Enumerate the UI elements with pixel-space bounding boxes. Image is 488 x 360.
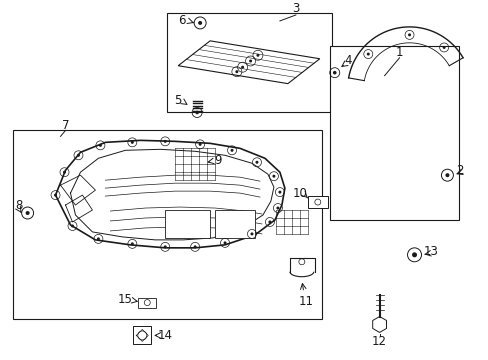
Circle shape <box>366 53 369 55</box>
Circle shape <box>268 220 271 224</box>
Circle shape <box>248 59 251 63</box>
Circle shape <box>272 175 275 178</box>
Text: 15: 15 <box>118 293 133 306</box>
Text: 2: 2 <box>455 164 462 177</box>
Circle shape <box>163 246 166 248</box>
Text: 3: 3 <box>291 3 299 15</box>
Circle shape <box>97 237 100 240</box>
Text: 7: 7 <box>61 119 69 132</box>
Circle shape <box>198 143 201 146</box>
Text: 10: 10 <box>292 186 306 199</box>
Circle shape <box>445 173 448 177</box>
Circle shape <box>223 241 226 244</box>
Text: 11: 11 <box>298 295 313 308</box>
Text: 8: 8 <box>15 199 22 212</box>
Circle shape <box>77 154 80 157</box>
Text: 5: 5 <box>174 94 182 107</box>
Circle shape <box>241 66 244 69</box>
Circle shape <box>235 70 238 73</box>
Text: 4: 4 <box>343 54 351 67</box>
Circle shape <box>131 242 134 246</box>
Bar <box>13 130 321 319</box>
Circle shape <box>278 190 281 194</box>
Circle shape <box>332 71 336 75</box>
Circle shape <box>250 233 253 235</box>
Text: 13: 13 <box>423 245 438 258</box>
Circle shape <box>198 21 202 25</box>
Circle shape <box>25 211 30 215</box>
Bar <box>165 210 210 238</box>
Bar <box>167 13 331 112</box>
Circle shape <box>99 144 102 147</box>
Circle shape <box>193 246 196 248</box>
Circle shape <box>230 149 233 152</box>
Bar <box>215 210 254 238</box>
Circle shape <box>163 140 166 143</box>
Circle shape <box>63 171 66 174</box>
FancyBboxPatch shape <box>133 327 151 345</box>
Circle shape <box>256 54 259 57</box>
Text: 1: 1 <box>395 46 403 59</box>
Text: 14: 14 <box>158 329 172 342</box>
Circle shape <box>195 111 199 114</box>
Bar <box>138 298 156 307</box>
Text: 6: 6 <box>178 14 185 27</box>
Circle shape <box>131 141 134 144</box>
Text: 9: 9 <box>214 154 222 167</box>
Text: 12: 12 <box>371 335 386 348</box>
Circle shape <box>71 224 74 228</box>
Bar <box>307 196 327 208</box>
Circle shape <box>54 194 57 197</box>
Circle shape <box>255 161 258 164</box>
Circle shape <box>411 252 416 257</box>
Circle shape <box>442 46 445 49</box>
Circle shape <box>407 33 410 36</box>
Bar <box>329 46 458 220</box>
Circle shape <box>276 207 279 210</box>
